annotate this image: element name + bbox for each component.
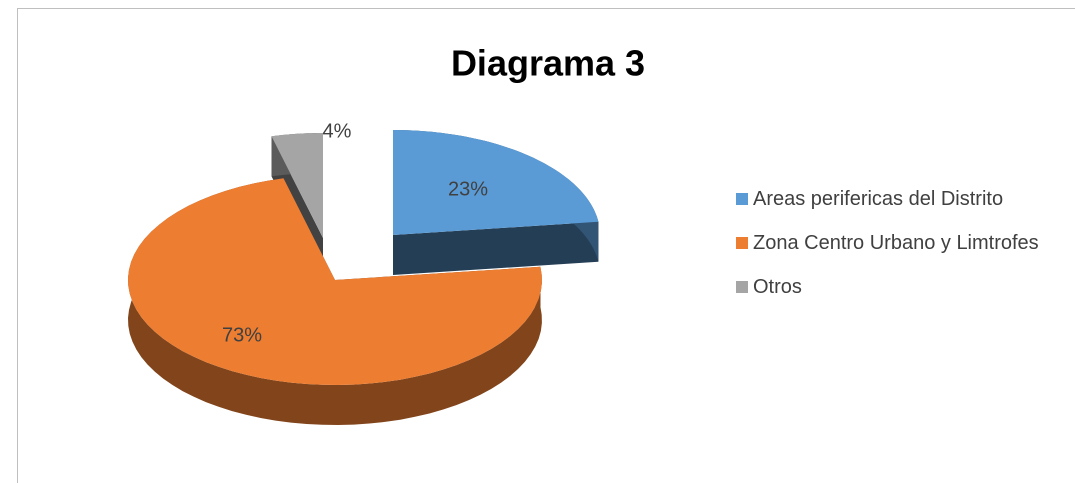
pie-slice [271,133,323,238]
legend-item: Zona Centro Urbano y Limtrofes [736,226,1066,260]
legend-label: Areas perifericas del Distrito [753,188,1004,210]
legend-item: Otros [736,270,1066,304]
legend-label: Otros [753,276,802,298]
legend-swatch [736,193,748,205]
slice-wall [393,221,599,275]
data-label: 23% [448,178,488,200]
data-label: 73% [222,324,262,346]
pie-slice [128,178,542,385]
legend-swatch [736,281,748,293]
legend-label: Zona Centro Urbano y Limtrofes [753,232,1039,254]
chart-title: Diagrama 3 [451,43,645,84]
legend-swatch [736,237,748,249]
legend-item: Areas perifericas del Distrito [736,182,1066,216]
legend: Areas perifericas del Distrito Zona Centr… [736,182,1066,314]
pie-slice [393,130,599,235]
data-label: 4% [323,120,352,142]
